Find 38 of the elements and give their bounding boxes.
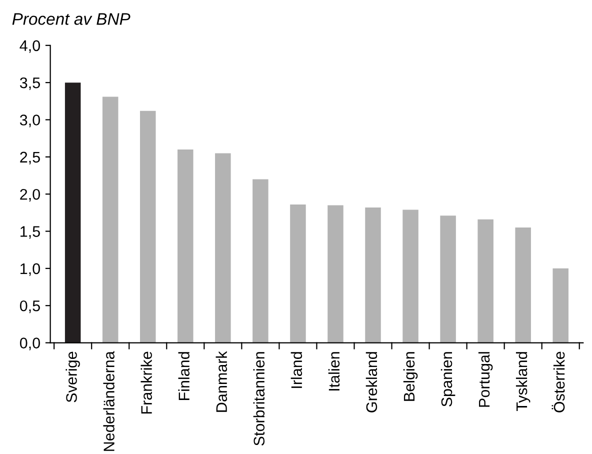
x-tick-label: Spanien (440, 352, 456, 406)
x-tick-label: Storbritannien (253, 352, 265, 446)
y-tick-label: 2,0 (20, 188, 40, 202)
x-tick-label: Danmark (216, 351, 228, 412)
bar (552, 268, 568, 343)
x-tick-label: Nederländerna (103, 351, 114, 451)
y-tick-label: 0,0 (20, 338, 40, 350)
bar (440, 216, 456, 343)
x-tick-label: Finland (178, 352, 190, 400)
bar (178, 149, 194, 343)
bar (140, 110, 156, 343)
x-tick-label: Belgien (403, 352, 418, 401)
y-axis-title: Procent av BNP (12, 13, 130, 25)
bar (365, 207, 381, 343)
y-tick-label: 1,0 (20, 263, 40, 276)
bar (515, 228, 531, 343)
y-tick-label: 3,0 (20, 114, 40, 128)
x-tick-label: Frankrike (140, 352, 152, 414)
x-tick-label: Portugal (478, 352, 493, 407)
bar (215, 153, 231, 343)
y-tick-label: 1,5 (20, 226, 40, 239)
bar (328, 205, 344, 343)
y-tick-label: 2,5 (20, 152, 40, 164)
bar (252, 179, 268, 343)
x-tick-label: Grekland (366, 352, 378, 412)
x-tick-label: Sverige (66, 352, 80, 402)
bar (402, 210, 418, 343)
bar (290, 204, 306, 343)
y-tick-label: 4,0 (20, 40, 40, 53)
x-tick-label: Italien (328, 352, 340, 390)
bar (102, 96, 118, 343)
x-tick-label: Österrike (552, 352, 565, 412)
x-tick-label: Irland (290, 352, 302, 388)
x-tick-label: Tyskland (516, 352, 530, 412)
y-tick-label: 3,5 (20, 77, 40, 90)
y-tick-label: 0,5 (20, 300, 40, 314)
bar (64, 82, 81, 343)
bar (478, 219, 494, 343)
